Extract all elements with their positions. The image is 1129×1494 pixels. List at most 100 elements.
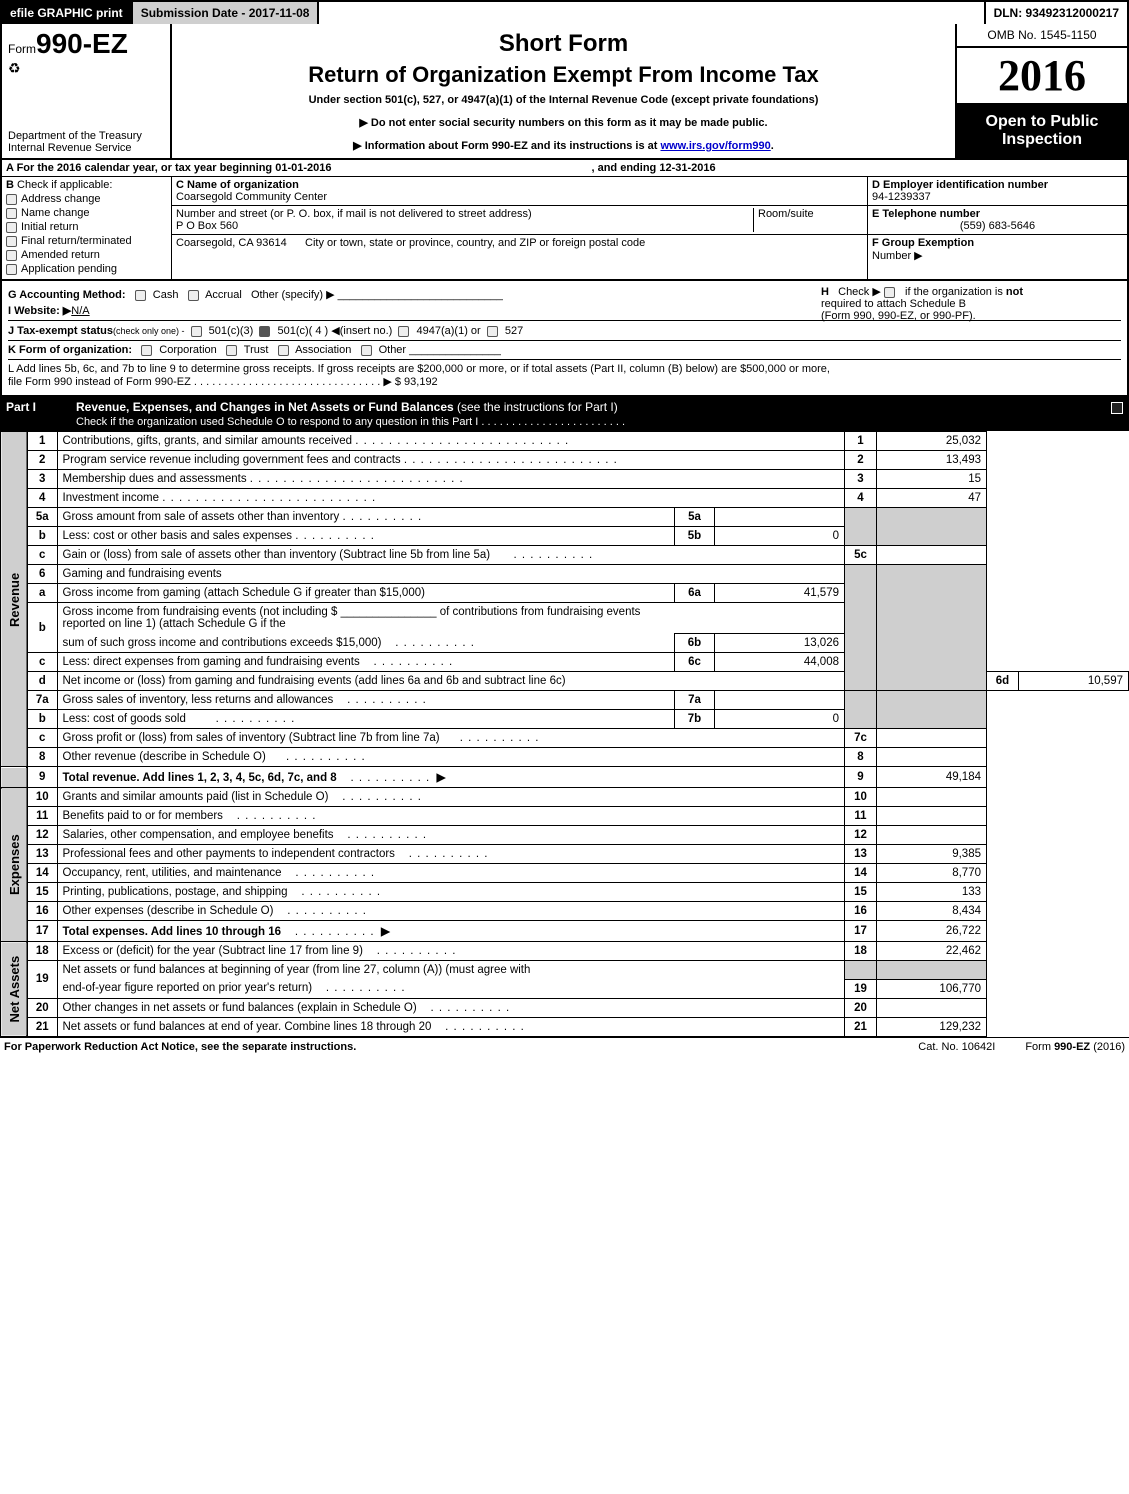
col-val	[877, 807, 987, 826]
line-desc: reported on line 1) (attach Schedule G i…	[63, 618, 286, 630]
line-desc: Membership dues and assessments	[63, 473, 247, 485]
line-num: 11	[27, 807, 57, 826]
line-num: 6	[27, 565, 57, 584]
top-bar: efile GRAPHIC print Submission Date - 20…	[0, 0, 1129, 24]
line-num: b	[27, 710, 57, 729]
group-exemption-row: F Group Exemption Number ▶	[868, 235, 1127, 264]
footer: For Paperwork Reduction Act Notice, see …	[0, 1037, 1129, 1056]
corp-checkbox[interactable]	[141, 345, 152, 356]
line-num: b	[27, 527, 57, 546]
form-number: Form990-EZ	[8, 28, 128, 59]
line-desc: sum of such gross income and contributio…	[63, 637, 382, 649]
line-desc: Less: direct expenses from gaming and fu…	[63, 656, 360, 668]
col-num: 20	[845, 998, 877, 1017]
table-row: end-of-year figure reported on prior yea…	[1, 979, 1129, 998]
street-label: Number and street (or P. O. box, if mail…	[176, 208, 532, 220]
line-desc: Other changes in net assets or fund bala…	[63, 1002, 417, 1014]
telephone-value: (559) 683-5646	[872, 220, 1123, 232]
revenue-side-label: Revenue	[1, 432, 28, 767]
col-num: 6d	[987, 672, 1019, 691]
treasury-line2: Internal Revenue Service	[8, 142, 132, 154]
line-num: 1	[27, 432, 57, 451]
col-num: 19	[845, 979, 877, 998]
efile-print-button[interactable]: efile GRAPHIC print	[2, 2, 133, 24]
l-gross-receipts-row: L Add lines 5b, 6c, and 7b to line 9 to …	[8, 359, 1121, 388]
cash-checkbox[interactable]	[135, 290, 146, 301]
line-num: 4	[27, 489, 57, 508]
other-checkbox[interactable]	[361, 345, 372, 356]
line-desc: Gross sales of inventory, less returns a…	[63, 694, 334, 706]
part-i-header: Part I Revenue, Expenses, and Changes in…	[0, 397, 1129, 431]
col-num: 4	[845, 489, 877, 508]
col-val: 129,232	[877, 1017, 987, 1036]
line-desc: Other revenue (describe in Schedule O)	[63, 751, 266, 763]
line-desc: Contributions, gifts, grants, and simila…	[63, 435, 353, 447]
submission-date-label: Submission Date - 2017-11-08	[133, 2, 320, 24]
line-num: 12	[27, 826, 57, 845]
name-change-checkbox[interactable]: Name change	[6, 207, 167, 219]
paperwork-notice: For Paperwork Reduction Act Notice, see …	[4, 1041, 356, 1053]
accrual-checkbox[interactable]	[188, 290, 199, 301]
org-name-row: C Name of organization Coarsegold Commun…	[172, 177, 867, 206]
inner-val	[715, 508, 845, 527]
initial-return-checkbox[interactable]: Initial return	[6, 221, 167, 233]
inner-val	[715, 691, 845, 710]
info-prefix: ▶ Information about Form 990-EZ and its …	[353, 140, 660, 152]
line-desc: Gross profit or (loss) from sales of inv…	[63, 732, 440, 744]
col-num: 1	[845, 432, 877, 451]
final-return-checkbox[interactable]: Final return/terminated	[6, 235, 167, 247]
table-row: 4 Investment income 4 47	[1, 489, 1129, 508]
line-desc: Total revenue. Add lines 1, 2, 3, 4, 5c,…	[63, 772, 337, 784]
line-desc: Gross amount from sale of assets other t…	[63, 511, 340, 523]
col-num: 18	[845, 942, 877, 961]
tax-year-label: 2016	[957, 48, 1127, 105]
col-num: 21	[845, 1017, 877, 1036]
line-num: c	[27, 653, 57, 672]
city-label: City or town, state or province, country…	[305, 237, 645, 249]
col-num: 9	[845, 767, 877, 788]
line-num: 14	[27, 864, 57, 883]
table-row: 8 Other revenue (describe in Schedule O)…	[1, 748, 1129, 767]
line-num: 15	[27, 883, 57, 902]
street-value: P O Box 560	[176, 220, 238, 232]
line-desc: Investment income	[63, 492, 160, 504]
col-val: 47	[877, 489, 987, 508]
part-i-label: Part I	[6, 400, 76, 428]
501c3-checkbox[interactable]	[191, 326, 202, 337]
inner-num: 6b	[675, 634, 715, 653]
website-value: N/A	[71, 305, 89, 317]
application-pending-checkbox[interactable]: Application pending	[6, 263, 167, 275]
table-row: c Gain or (loss) from sale of assets oth…	[1, 546, 1129, 565]
part-i-checkbox[interactable]	[1111, 402, 1123, 414]
line-desc: Program service revenue including govern…	[63, 454, 401, 466]
ein-value: 94-1239337	[872, 191, 931, 203]
line-desc: Professional fees and other payments to …	[63, 848, 395, 860]
org-name-value: Coarsegold Community Center	[176, 191, 327, 203]
table-row: Expenses 10 Grants and similar amounts p…	[1, 788, 1129, 807]
h-checkbox[interactable]	[884, 287, 895, 298]
header-right: OMB No. 1545-1150 2016 Open to PublicIns…	[957, 24, 1127, 158]
line-desc: end-of-year figure reported on prior yea…	[63, 982, 313, 994]
info-suffix: .	[771, 140, 774, 152]
amended-return-checkbox[interactable]: Amended return	[6, 249, 167, 261]
line-num: 2	[27, 451, 57, 470]
line-num: 3	[27, 470, 57, 489]
inner-val: 0	[715, 527, 845, 546]
trust-checkbox[interactable]	[226, 345, 237, 356]
c-label: C Name of organization	[176, 179, 299, 191]
line-num: d	[27, 672, 57, 691]
city-value: Coarsegold, CA 93614	[176, 237, 287, 249]
501c-checkbox[interactable]	[259, 326, 270, 337]
irs-link[interactable]: www.irs.gov/form990	[661, 140, 771, 152]
table-row: 14 Occupancy, rent, utilities, and maint…	[1, 864, 1129, 883]
assoc-checkbox[interactable]	[278, 345, 289, 356]
table-row: 2 Program service revenue including gove…	[1, 451, 1129, 470]
527-checkbox[interactable]	[487, 326, 498, 337]
line-num: 8	[27, 748, 57, 767]
address-change-checkbox[interactable]: Address change	[6, 193, 167, 205]
cat-number: Cat. No. 10642I	[918, 1041, 995, 1053]
inner-num: 6a	[675, 584, 715, 603]
line-desc: Gaming and fundraising events	[63, 568, 222, 580]
room-suite-label: Room/suite	[758, 208, 814, 220]
4947-checkbox[interactable]	[398, 326, 409, 337]
